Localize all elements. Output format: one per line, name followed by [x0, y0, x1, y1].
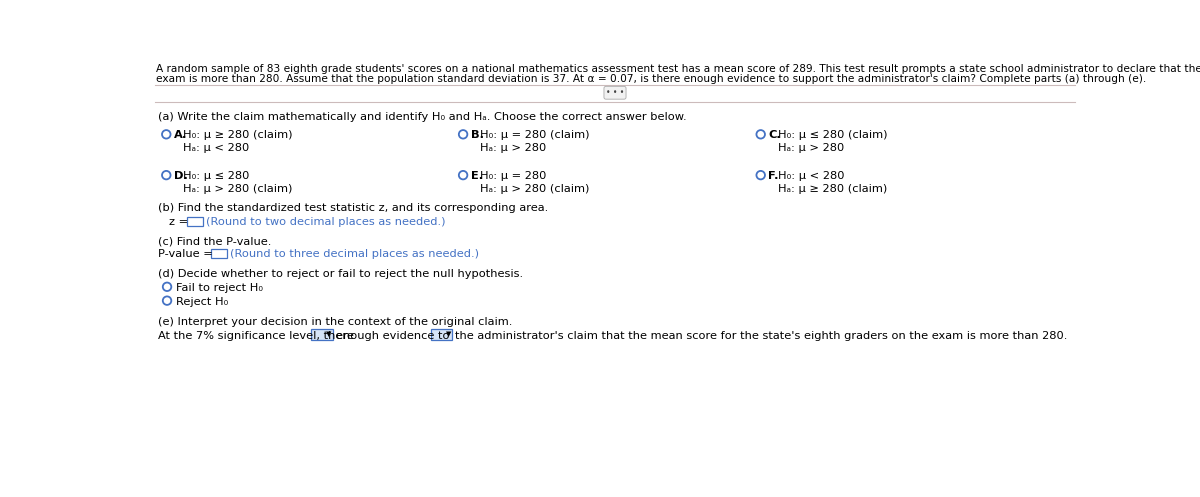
Text: Fail to reject H₀: Fail to reject H₀	[175, 283, 263, 293]
Text: H₀: μ ≥ 280 (claim): H₀: μ ≥ 280 (claim)	[184, 131, 293, 141]
Text: Hₐ: μ ≥ 280 (claim): Hₐ: μ ≥ 280 (claim)	[778, 183, 887, 194]
FancyBboxPatch shape	[311, 329, 332, 340]
Text: A random sample of 83 eighth grade students' scores on a national mathematics as: A random sample of 83 eighth grade stude…	[156, 64, 1200, 74]
Text: H₀: μ = 280: H₀: μ = 280	[480, 171, 546, 181]
Text: (Round to two decimal places as needed.): (Round to two decimal places as needed.)	[206, 217, 445, 227]
Text: P-value =: P-value =	[157, 249, 212, 259]
Text: A.: A.	[174, 131, 187, 141]
FancyBboxPatch shape	[211, 249, 227, 258]
Text: the administrator's claim that the mean score for the state's eighth graders on : the administrator's claim that the mean …	[455, 331, 1068, 340]
Text: (d) Decide whether to reject or fail to reject the null hypothesis.: (d) Decide whether to reject or fail to …	[157, 269, 523, 279]
FancyBboxPatch shape	[187, 217, 203, 226]
Text: (c) Find the P-value.: (c) Find the P-value.	[157, 237, 271, 247]
Text: Hₐ: μ > 280: Hₐ: μ > 280	[480, 143, 546, 153]
Text: enough evidence to: enough evidence to	[336, 331, 450, 340]
Text: At the 7% significance level, there: At the 7% significance level, there	[157, 331, 354, 340]
Text: Hₐ: μ > 280 (claim): Hₐ: μ > 280 (claim)	[480, 183, 589, 194]
Text: • • •: • • •	[606, 88, 624, 97]
Text: ▼: ▼	[445, 331, 451, 337]
Text: (Round to three decimal places as needed.): (Round to three decimal places as needed…	[230, 249, 479, 259]
Text: Hₐ: μ > 280 (claim): Hₐ: μ > 280 (claim)	[184, 183, 293, 194]
Text: H₀: μ < 280: H₀: μ < 280	[778, 171, 845, 181]
Text: H₀: μ ≤ 280: H₀: μ ≤ 280	[184, 171, 250, 181]
Text: B.: B.	[470, 131, 484, 141]
Text: D.: D.	[174, 171, 188, 181]
Text: Hₐ: μ > 280: Hₐ: μ > 280	[778, 143, 844, 153]
Text: Hₐ: μ < 280: Hₐ: μ < 280	[184, 143, 250, 153]
FancyBboxPatch shape	[431, 329, 452, 340]
Text: Reject H₀: Reject H₀	[175, 297, 228, 307]
Text: z =: z =	[169, 217, 188, 227]
Text: H₀: μ ≤ 280 (claim): H₀: μ ≤ 280 (claim)	[778, 131, 887, 141]
Text: (b) Find the standardized test statistic z, and its corresponding area.: (b) Find the standardized test statistic…	[157, 203, 548, 213]
Text: (e) Interpret your decision in the context of the original claim.: (e) Interpret your decision in the conte…	[157, 317, 512, 327]
Text: exam is more than 280. Assume that the population standard deviation is 37. At α: exam is more than 280. Assume that the p…	[156, 74, 1146, 83]
Text: C.: C.	[768, 131, 781, 141]
Text: H₀: μ = 280 (claim): H₀: μ = 280 (claim)	[480, 131, 589, 141]
Text: (a) Write the claim mathematically and identify H₀ and Hₐ. Choose the correct an: (a) Write the claim mathematically and i…	[157, 112, 686, 122]
Text: ▼: ▼	[326, 331, 331, 337]
Text: F.: F.	[768, 171, 779, 181]
Text: E.: E.	[470, 171, 482, 181]
